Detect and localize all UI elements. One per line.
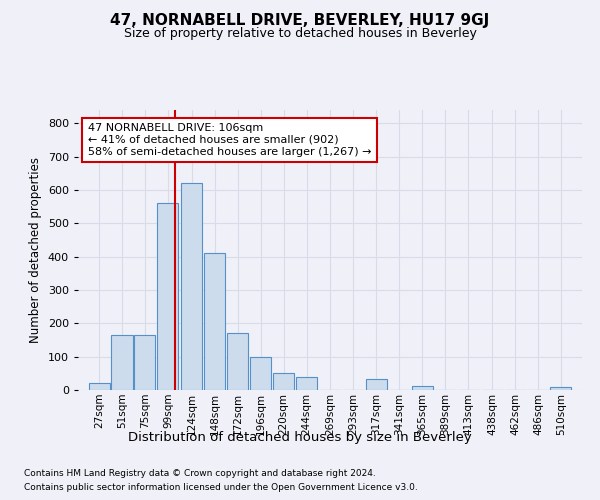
- Bar: [412, 386, 433, 390]
- Text: Distribution of detached houses by size in Beverley: Distribution of detached houses by size …: [128, 431, 472, 444]
- Bar: [134, 335, 155, 390]
- Bar: [112, 335, 133, 390]
- Y-axis label: Number of detached properties: Number of detached properties: [29, 157, 42, 343]
- Bar: [250, 356, 271, 390]
- Text: 47 NORNABELL DRIVE: 106sqm
← 41% of detached houses are smaller (902)
58% of sem: 47 NORNABELL DRIVE: 106sqm ← 41% of deta…: [88, 124, 371, 156]
- Text: Contains public sector information licensed under the Open Government Licence v3: Contains public sector information licen…: [24, 484, 418, 492]
- Bar: [296, 376, 317, 390]
- Bar: [89, 384, 110, 390]
- Bar: [273, 374, 294, 390]
- Bar: [181, 184, 202, 390]
- Bar: [366, 379, 387, 390]
- Bar: [550, 388, 571, 390]
- Bar: [157, 204, 178, 390]
- Text: Size of property relative to detached houses in Beverley: Size of property relative to detached ho…: [124, 28, 476, 40]
- Text: Contains HM Land Registry data © Crown copyright and database right 2024.: Contains HM Land Registry data © Crown c…: [24, 468, 376, 477]
- Text: 47, NORNABELL DRIVE, BEVERLEY, HU17 9GJ: 47, NORNABELL DRIVE, BEVERLEY, HU17 9GJ: [110, 12, 490, 28]
- Bar: [204, 254, 225, 390]
- Bar: [227, 334, 248, 390]
